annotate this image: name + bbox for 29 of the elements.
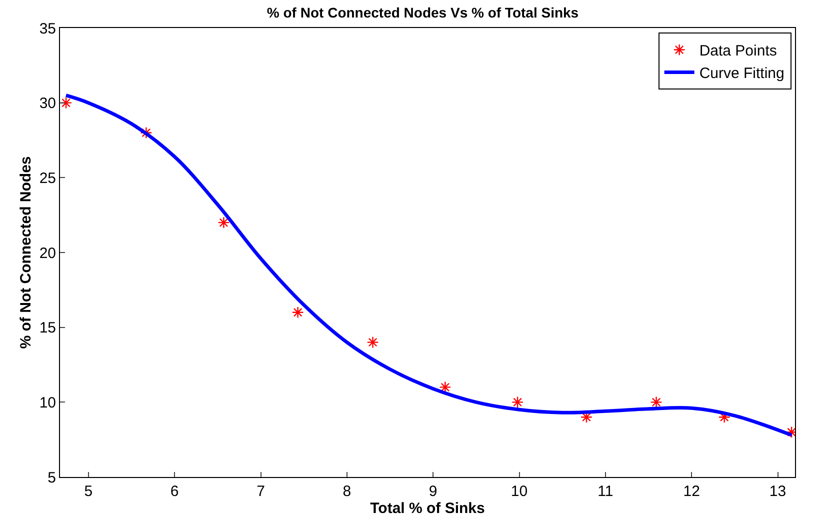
point [140,126,152,139]
line-series [64,94,794,437]
x-tick-label: 5 [84,483,93,500]
x-axis-title: Total % of Sinks [370,500,485,517]
x-tick-label: 6 [170,483,179,500]
point [218,216,230,229]
x-tick-label: 12 [683,483,700,500]
point [292,306,304,318]
y-tick-label: 10 [39,394,56,412]
x-tick-label: 13 [769,483,786,500]
x-tick-label: 10 [510,483,528,500]
x-tick-label: 7 [256,483,265,500]
legend-label: Data Points [699,42,777,60]
y-tick-label: 5 [48,469,56,486]
y-tick-label: 20 [39,244,56,262]
point [366,336,379,348]
chart-title: % of Not Connected Nodes Vs % of Total Sinks [266,4,579,21]
y-tick-label: 15 [39,320,56,337]
x-tick-label: 9 [428,483,438,500]
y-axis-title: % of Not Connected Nodes [18,156,35,349]
point [60,96,72,109]
point [650,396,662,408]
point [512,396,524,408]
y-tick-label: 30 [39,95,56,112]
y-tick-label: 25 [39,170,56,187]
y-tick-label: 35 [39,20,56,38]
x-tick-label: 11 [598,483,614,500]
x-tick-label: 8 [342,483,352,500]
legend-label: Curve Fitting [699,65,784,82]
